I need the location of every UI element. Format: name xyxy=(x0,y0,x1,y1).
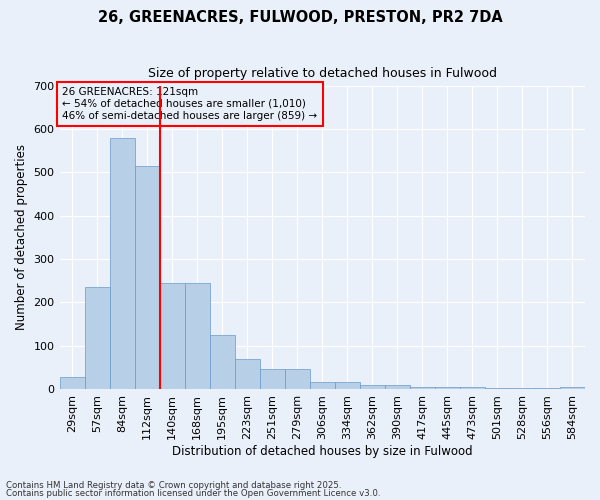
Bar xyxy=(510,388,535,389)
Text: Contains public sector information licensed under the Open Government Licence v3: Contains public sector information licen… xyxy=(6,489,380,498)
Bar xyxy=(134,166,160,389)
Bar xyxy=(435,387,460,389)
Bar xyxy=(410,387,435,389)
Bar xyxy=(85,287,110,389)
Bar xyxy=(185,283,209,389)
Y-axis label: Number of detached properties: Number of detached properties xyxy=(15,144,28,330)
Bar xyxy=(235,358,260,389)
Text: 26 GREENACRES: 121sqm
← 54% of detached houses are smaller (1,010)
46% of semi-d: 26 GREENACRES: 121sqm ← 54% of detached … xyxy=(62,88,317,120)
Bar xyxy=(285,370,310,389)
Bar xyxy=(485,388,510,389)
Bar xyxy=(310,382,335,389)
Bar xyxy=(335,382,360,389)
Bar xyxy=(535,388,560,389)
Bar xyxy=(209,335,235,389)
Bar xyxy=(360,384,385,389)
Text: 26, GREENACRES, FULWOOD, PRESTON, PR2 7DA: 26, GREENACRES, FULWOOD, PRESTON, PR2 7D… xyxy=(98,10,502,25)
Bar xyxy=(160,283,185,389)
Title: Size of property relative to detached houses in Fulwood: Size of property relative to detached ho… xyxy=(148,68,497,80)
Bar xyxy=(59,377,85,389)
Bar xyxy=(110,138,134,389)
Bar xyxy=(260,370,285,389)
X-axis label: Distribution of detached houses by size in Fulwood: Distribution of detached houses by size … xyxy=(172,444,473,458)
Text: Contains HM Land Registry data © Crown copyright and database right 2025.: Contains HM Land Registry data © Crown c… xyxy=(6,480,341,490)
Bar xyxy=(385,384,410,389)
Bar xyxy=(460,387,485,389)
Bar xyxy=(560,387,585,389)
